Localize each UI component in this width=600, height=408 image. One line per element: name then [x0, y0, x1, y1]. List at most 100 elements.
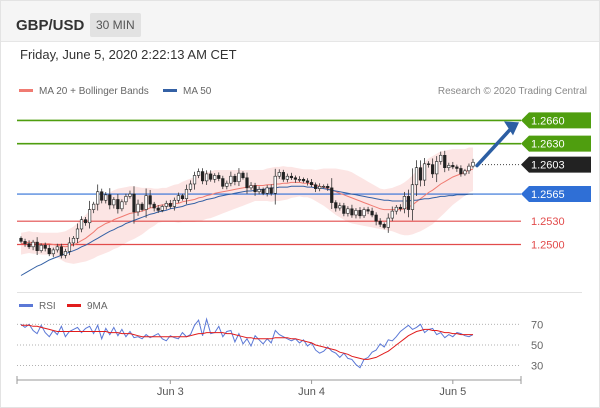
candles-group — [19, 150, 475, 259]
candle — [19, 236, 23, 244]
candle — [156, 204, 160, 213]
candle — [55, 243, 59, 253]
candle-body — [152, 203, 156, 209]
candle-body — [79, 219, 84, 230]
candle — [237, 168, 241, 187]
candle — [144, 188, 148, 218]
level-tag-1.2660 — [521, 112, 591, 129]
candle — [439, 151, 443, 165]
candle-body — [201, 171, 205, 182]
candle — [435, 156, 439, 183]
candle-body — [100, 191, 104, 201]
candle — [318, 183, 322, 192]
candle — [467, 163, 471, 174]
candle-body — [144, 195, 148, 210]
candle-body — [63, 251, 67, 256]
candle-body — [172, 199, 176, 207]
candle-body — [156, 207, 160, 211]
candle-body — [334, 202, 338, 209]
candle — [132, 186, 136, 224]
candle-body — [104, 194, 108, 201]
candle-body — [39, 244, 43, 251]
candle — [148, 189, 152, 208]
candle — [35, 237, 39, 256]
candle — [209, 170, 213, 182]
candle-body — [23, 241, 27, 244]
candle-body — [180, 195, 185, 200]
timestamp: Friday, June 5, 2020 2:22:13 AM CET — [20, 47, 237, 62]
candle-body — [75, 228, 80, 239]
candle-body — [71, 237, 76, 244]
candle-body — [59, 246, 63, 256]
candle-body — [51, 249, 55, 255]
candle-body — [406, 196, 411, 210]
candle — [350, 204, 354, 218]
candle — [217, 172, 221, 182]
candle — [455, 164, 459, 172]
candle-body — [140, 203, 144, 210]
candle — [221, 175, 225, 190]
rsi-ticks-group: 70 50 30 — [17, 319, 543, 373]
candle — [63, 248, 67, 259]
legend-9ma: 9MA — [67, 301, 108, 312]
candle — [338, 202, 342, 211]
bollinger-band — [21, 147, 473, 264]
candle-body — [314, 184, 318, 189]
candle-body — [261, 189, 265, 194]
candle — [289, 172, 293, 181]
research-credit: Research © 2020 Trading Central — [437, 86, 587, 97]
candle — [116, 194, 120, 214]
candle-body — [265, 187, 269, 194]
candle-body — [249, 185, 253, 189]
candle — [410, 168, 415, 221]
candle — [201, 168, 205, 185]
candle — [67, 237, 72, 256]
candle-body — [374, 214, 378, 222]
candle — [297, 176, 302, 182]
candle — [402, 191, 406, 214]
candle-body — [188, 183, 193, 190]
candle-body — [326, 186, 330, 189]
candle-body — [354, 210, 358, 216]
candle-body — [47, 248, 51, 255]
candle — [471, 158, 475, 169]
candle — [422, 157, 427, 186]
candle-body — [277, 172, 281, 177]
candle — [112, 197, 116, 209]
candle — [378, 218, 382, 227]
candle — [75, 223, 80, 244]
candle — [241, 171, 245, 180]
candle-body — [31, 241, 35, 248]
candle-body — [322, 186, 326, 188]
candle-body — [301, 179, 306, 182]
candle-body — [398, 206, 402, 210]
candle — [463, 168, 467, 176]
candle-body — [289, 175, 293, 179]
candle-body — [467, 165, 471, 172]
candle — [136, 199, 140, 216]
level-tag-1.2630 — [521, 135, 591, 152]
candle — [88, 200, 92, 229]
candle — [362, 207, 366, 219]
candle — [83, 217, 88, 226]
candle-body — [471, 161, 475, 167]
candle — [326, 183, 330, 191]
panel-divider — [17, 292, 582, 293]
candle-body — [229, 175, 233, 184]
candle — [342, 202, 346, 217]
candle-body — [390, 210, 394, 219]
candle-body — [92, 203, 96, 210]
candle — [184, 184, 189, 205]
candle-body — [27, 243, 31, 248]
candle-body — [196, 171, 201, 176]
candle-body — [346, 208, 350, 214]
timeframe-badge[interactable]: 30 MIN — [90, 13, 141, 37]
candle — [172, 197, 176, 211]
candle-body — [233, 175, 237, 182]
candle — [443, 150, 447, 173]
candle-body — [281, 172, 285, 180]
candle — [164, 200, 168, 210]
candle — [398, 204, 402, 212]
candle-body — [55, 246, 59, 251]
candle-body — [305, 180, 310, 183]
